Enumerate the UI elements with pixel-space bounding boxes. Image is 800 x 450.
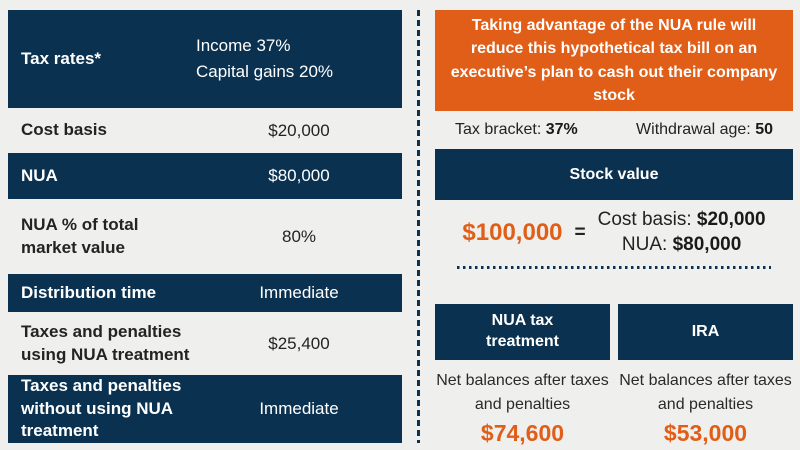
row-label: Taxes and penalties without using NUA tr… (21, 375, 182, 441)
row-value: $20,000 (268, 120, 330, 140)
assumptions-table: Tax rates* Income 37% Capital gains 20% … (8, 10, 402, 443)
scenario-panel: Taking advantage of the NUA rule will re… (435, 10, 793, 447)
dashed-divider (417, 10, 420, 443)
row-value: Immediate (259, 283, 339, 302)
table-row: Taxes and penalties without using NUA tr… (8, 375, 402, 443)
nua-label: NUA: (621, 234, 673, 255)
table-row: NUA % of total market value 80% (8, 199, 402, 274)
row-label: Distribution time (21, 282, 157, 302)
ira-column-value: $53,000 (663, 420, 748, 446)
ira-column-description: Net balances after taxes and penalties (619, 372, 792, 413)
nua-line: NUA: $80,000 (598, 233, 766, 258)
nua-column-header: NUA tax treatment (435, 304, 610, 360)
table-row: Taxes and penalties using NUA treatment … (8, 312, 402, 375)
withdrawal-age-value: 50 (755, 121, 773, 138)
headline-banner: Taking advantage of the NUA rule will re… (435, 10, 793, 111)
withdrawal-age-label: Withdrawal age: (636, 121, 756, 138)
row-label: Cost basis (21, 120, 107, 140)
row-label: Taxes and penalties using NUA treatment (21, 321, 190, 364)
stock-value-total: $100,000 (462, 219, 563, 246)
row-value: Income 37% Capital gains 20% (196, 10, 402, 108)
table-row: Cost basis $20,000 (8, 108, 402, 153)
stock-value-header: Stock value (435, 149, 793, 200)
tax-bracket-label: Tax bracket: (455, 121, 546, 138)
nua-column-value: $74,600 (480, 420, 565, 446)
row-label: Tax rates* (21, 48, 102, 68)
nua-value: $80,000 (672, 234, 742, 255)
cost-basis-label: Cost basis: (597, 209, 697, 231)
cost-basis-line: Cost basis: $20,000 (598, 208, 766, 233)
table-row: NUA $80,000 (8, 153, 402, 199)
stock-value-equation: $100,000 = Cost basis: $20,000 NUA: $80,… (435, 200, 793, 266)
row-value: Immediate (259, 399, 339, 418)
table-row: Distribution time Immediate (8, 274, 402, 312)
stock-value-breakdown: Cost basis: $20,000 NUA: $80,000 (598, 208, 766, 257)
ira-column: IRA Net balances after taxes and penalti… (618, 304, 793, 447)
dotted-separator (457, 266, 771, 269)
equals-sign: = (574, 222, 586, 243)
row-value: $80,000 (268, 166, 330, 185)
withdrawal-age: Withdrawal age: 50 (636, 121, 773, 139)
comparison-columns: NUA tax treatment Net balances after tax… (435, 304, 793, 447)
row-value: $25,400 (268, 333, 330, 353)
row-label: NUA (21, 165, 58, 185)
tax-bracket: Tax bracket: 37% (455, 121, 578, 139)
scenario-parameters: Tax bracket: 37% Withdrawal age: 50 (435, 111, 793, 149)
row-value: 80% (281, 226, 317, 246)
row-label: NUA % of total market value (21, 214, 139, 257)
nua-column-description: Net balances after taxes and penalties (436, 372, 609, 413)
capital-gains-rate: Capital gains 20% (196, 62, 334, 81)
tax-bracket-value: 37% (545, 121, 578, 138)
cost-basis-value: $20,000 (696, 209, 766, 231)
ira-column-header: IRA (618, 304, 793, 360)
table-row: Tax rates* Income 37% Capital gains 20% (8, 10, 402, 108)
nua-column: NUA tax treatment Net balances after tax… (435, 304, 610, 447)
income-rate: Income 37% (196, 35, 291, 55)
